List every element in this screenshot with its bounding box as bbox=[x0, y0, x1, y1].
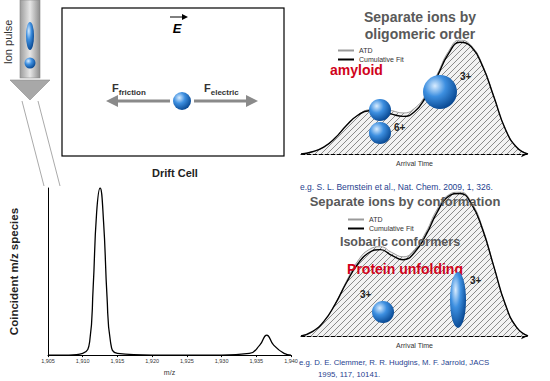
svg-text:1,905: 1,905 bbox=[41, 358, 55, 364]
svg-text:e.g. S. L. Bernstein et al., N: e.g. S. L. Bernstein et al., Nat. Chem. … bbox=[300, 182, 493, 192]
svg-text:Separate ions by conformation: Separate ions by conformation bbox=[310, 194, 501, 209]
svg-text:1,935: 1,935 bbox=[249, 358, 263, 364]
svg-text:Cumulative Fit: Cumulative Fit bbox=[369, 225, 414, 232]
svg-text:Protein unfolding: Protein unfolding bbox=[347, 261, 463, 277]
svg-text:1995, 117, 10141.: 1995, 117, 10141. bbox=[318, 370, 380, 379]
svg-text:1,925: 1,925 bbox=[180, 358, 194, 364]
svg-text:amyloid: amyloid bbox=[330, 62, 383, 78]
svg-text:3+: 3+ bbox=[460, 71, 472, 82]
svg-text:1,915: 1,915 bbox=[111, 358, 125, 364]
svg-text:Ffriction: Ffriction bbox=[112, 82, 146, 97]
svg-text:3+: 3+ bbox=[470, 275, 482, 286]
svg-text:Drift Cell: Drift Cell bbox=[152, 167, 198, 179]
svg-text:oligomeric order: oligomeric order bbox=[365, 26, 476, 42]
svg-text:1,940: 1,940 bbox=[284, 358, 298, 364]
svg-text:ATD: ATD bbox=[359, 47, 372, 54]
svg-text:Separate ions by: Separate ions by bbox=[364, 9, 476, 25]
svg-text:1,910: 1,910 bbox=[76, 358, 90, 364]
svg-text:1,930: 1,930 bbox=[215, 358, 229, 364]
svg-text:Coincident m/z species: Coincident m/z species bbox=[8, 208, 20, 335]
svg-text:3+: 3+ bbox=[360, 289, 372, 300]
svg-text:Isobaric conformers: Isobaric conformers bbox=[340, 235, 460, 249]
svg-text:Cumulative Fit: Cumulative Fit bbox=[359, 56, 404, 63]
svg-text:e.g. D. E. Clemmer, R. R. Hudg: e.g. D. E. Clemmer, R. R. Hudgins, M. F.… bbox=[299, 358, 489, 367]
svg-text:m/z: m/z bbox=[164, 369, 176, 376]
svg-text:6+: 6+ bbox=[394, 122, 406, 133]
svg-text:Felectric: Felectric bbox=[204, 82, 239, 97]
svg-text:E: E bbox=[173, 21, 182, 36]
svg-text:Ion pulse: Ion pulse bbox=[2, 20, 14, 65]
svg-text:1,920: 1,920 bbox=[145, 358, 159, 364]
svg-text:Arrival Time: Arrival Time bbox=[396, 160, 433, 167]
svg-text:ATD: ATD bbox=[369, 216, 382, 223]
svg-text:Arrival Time: Arrival Time bbox=[396, 342, 433, 349]
